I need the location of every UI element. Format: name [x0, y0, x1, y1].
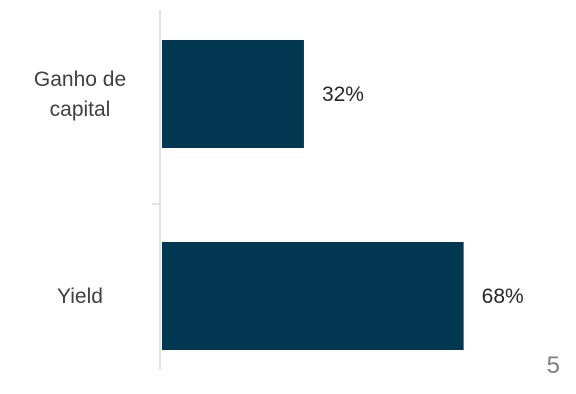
- category-label-line: Ganho de: [34, 68, 126, 91]
- bar: [162, 242, 464, 350]
- category-label-line: capital: [50, 98, 111, 121]
- category-label: Yield: [57, 285, 103, 308]
- page-number: 5: [546, 352, 560, 379]
- data-label: 68%: [482, 285, 524, 308]
- bar: [162, 40, 304, 148]
- category-label-line: Yield: [57, 285, 103, 308]
- labels-group: 32% Ganho de capital 68% Yield: [34, 68, 524, 308]
- category-label: Ganho de capital: [34, 68, 126, 121]
- data-label: 32%: [322, 83, 364, 106]
- bars-group: [162, 40, 464, 350]
